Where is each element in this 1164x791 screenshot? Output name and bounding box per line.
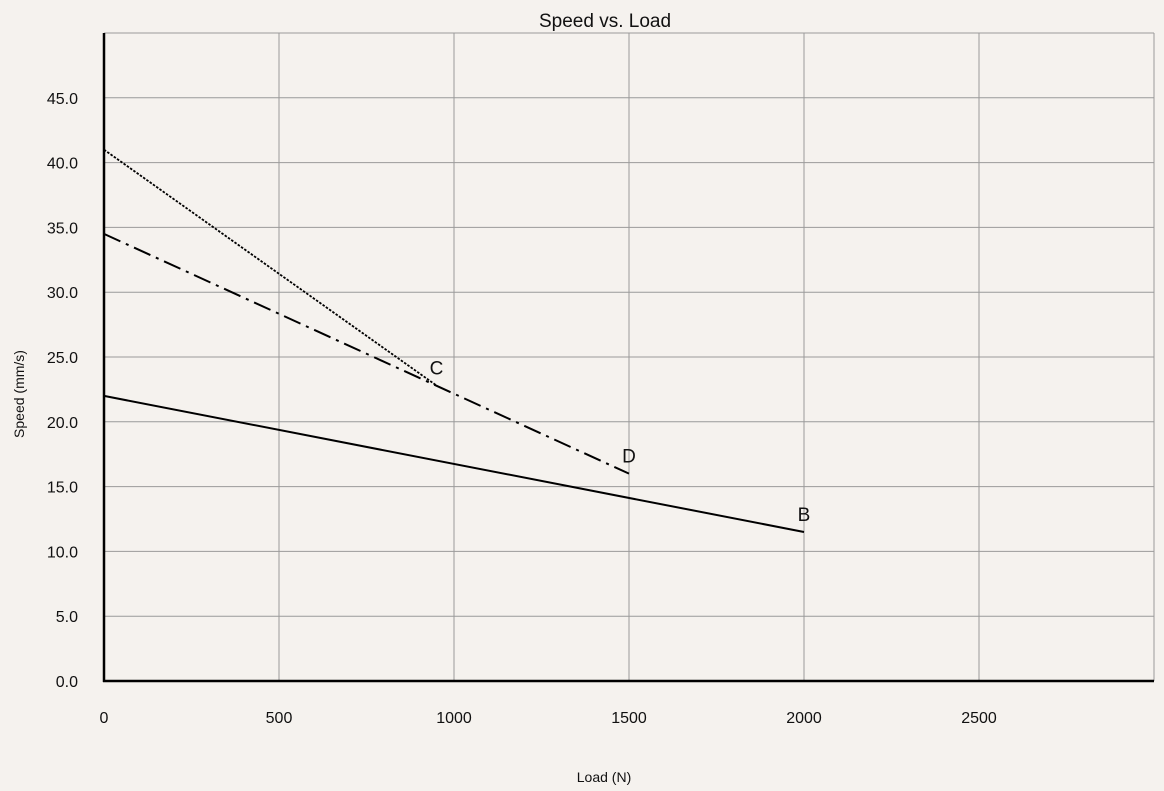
y-tick-label: 0.0 <box>56 674 78 691</box>
chart-title: Speed vs. Load <box>539 11 671 32</box>
y-tick-label: 25.0 <box>47 350 78 367</box>
y-tick-label: 40.0 <box>47 156 78 173</box>
series-labels: B C D <box>430 359 811 526</box>
y-tick-label: 30.0 <box>47 285 78 302</box>
x-tick-label: 2000 <box>786 710 822 727</box>
y-tick-label: 45.0 <box>47 91 78 108</box>
grid <box>104 32 1155 681</box>
series-label-D: D <box>622 447 636 468</box>
y-tick-label: 20.0 <box>47 415 78 432</box>
x-axis-title: Load (N) <box>577 769 631 785</box>
x-tick-label: 2500 <box>961 710 997 727</box>
x-tick-label: 1000 <box>436 710 472 727</box>
x-tick-label: 0 <box>100 710 109 727</box>
axes <box>102 33 1154 683</box>
series-line-B <box>103 394 805 533</box>
series-label-B: B <box>798 505 811 526</box>
y-tick-label: 35.0 <box>47 220 78 237</box>
y-tick-label: 10.0 <box>47 544 78 561</box>
x-tick-label: 500 <box>266 710 293 727</box>
series-lines <box>103 148 805 533</box>
y-axis-title: Speed (mm/s) <box>11 350 27 438</box>
series-label-C: C <box>430 359 444 380</box>
y-tick-label: 5.0 <box>56 609 78 626</box>
y-tick-label: 15.0 <box>47 480 78 497</box>
x-tick-label: 1500 <box>611 710 647 727</box>
series-line-D <box>103 232 630 475</box>
tick-labels: 0 500 1000 1500 2000 2500 0.0 5.0 10.0 15.0 20.0 25… <box>47 91 997 727</box>
